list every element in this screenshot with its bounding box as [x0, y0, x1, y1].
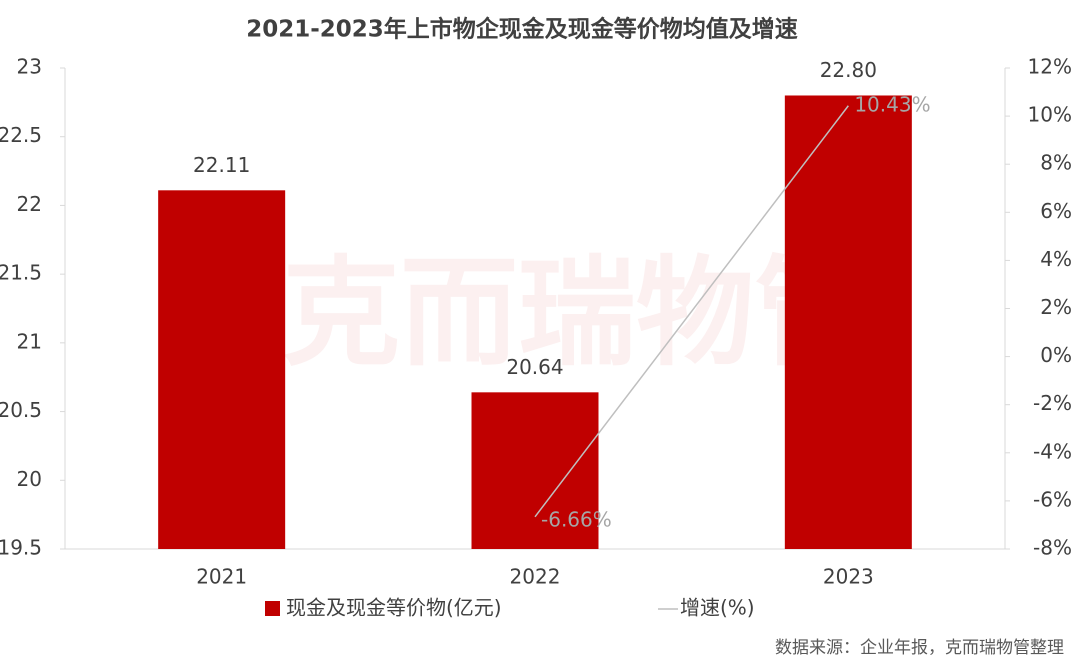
growth-line — [534, 105, 849, 518]
bar-value-label: 20.64 — [506, 355, 563, 379]
y2-tick-label: 12% — [1028, 55, 1072, 79]
legend-swatch — [265, 601, 280, 616]
y2-tick-label: 0% — [1040, 343, 1072, 367]
chart-title: 2021-2023年上市物企现金及现金等价物均值及增速 — [246, 16, 798, 43]
y-tick-label: 20.5 — [0, 398, 42, 422]
line-value-label: -6.66% — [541, 507, 612, 531]
y2-tick-label: -6% — [1033, 487, 1072, 511]
bar-value-label: 22.80 — [820, 58, 877, 82]
y2-tick-label: 10% — [1028, 103, 1072, 127]
x-tick-label: 2023 — [823, 565, 874, 589]
y-tick-label: 22 — [17, 192, 42, 216]
y-tick-label: 21 — [17, 329, 42, 353]
y2-tick-label: 8% — [1040, 151, 1072, 175]
y-tick-label: 21.5 — [0, 261, 42, 285]
watermark: 克而瑞物管 — [282, 244, 872, 382]
x-tick-label: 2021 — [196, 565, 247, 589]
bar — [471, 392, 599, 549]
y2-tick-label: -8% — [1033, 536, 1072, 560]
y2-tick-label: 2% — [1040, 295, 1072, 319]
y-tick-label: 22.5 — [0, 123, 42, 147]
y2-tick-label: 4% — [1040, 247, 1072, 271]
x-tick-label: 2022 — [510, 565, 561, 589]
y-tick-label: 20 — [17, 467, 42, 491]
y2-tick-label: -4% — [1033, 439, 1072, 463]
y-tick-label: 19.5 — [0, 536, 42, 560]
legend-label: 现金及现金等价物(亿元) — [286, 596, 502, 620]
legend-label: 增速(%) — [680, 596, 755, 620]
y2-tick-label: 6% — [1040, 199, 1072, 223]
bar — [158, 190, 286, 549]
y-tick-label: 23 — [17, 55, 42, 79]
y2-tick-label: -2% — [1033, 391, 1072, 415]
line-value-label: 10.43% — [854, 92, 930, 116]
bar-value-label: 22.11 — [193, 153, 250, 177]
source-note: 数据来源：企业年报，克而瑞物管整理 — [775, 638, 1064, 658]
bar — [784, 95, 912, 549]
